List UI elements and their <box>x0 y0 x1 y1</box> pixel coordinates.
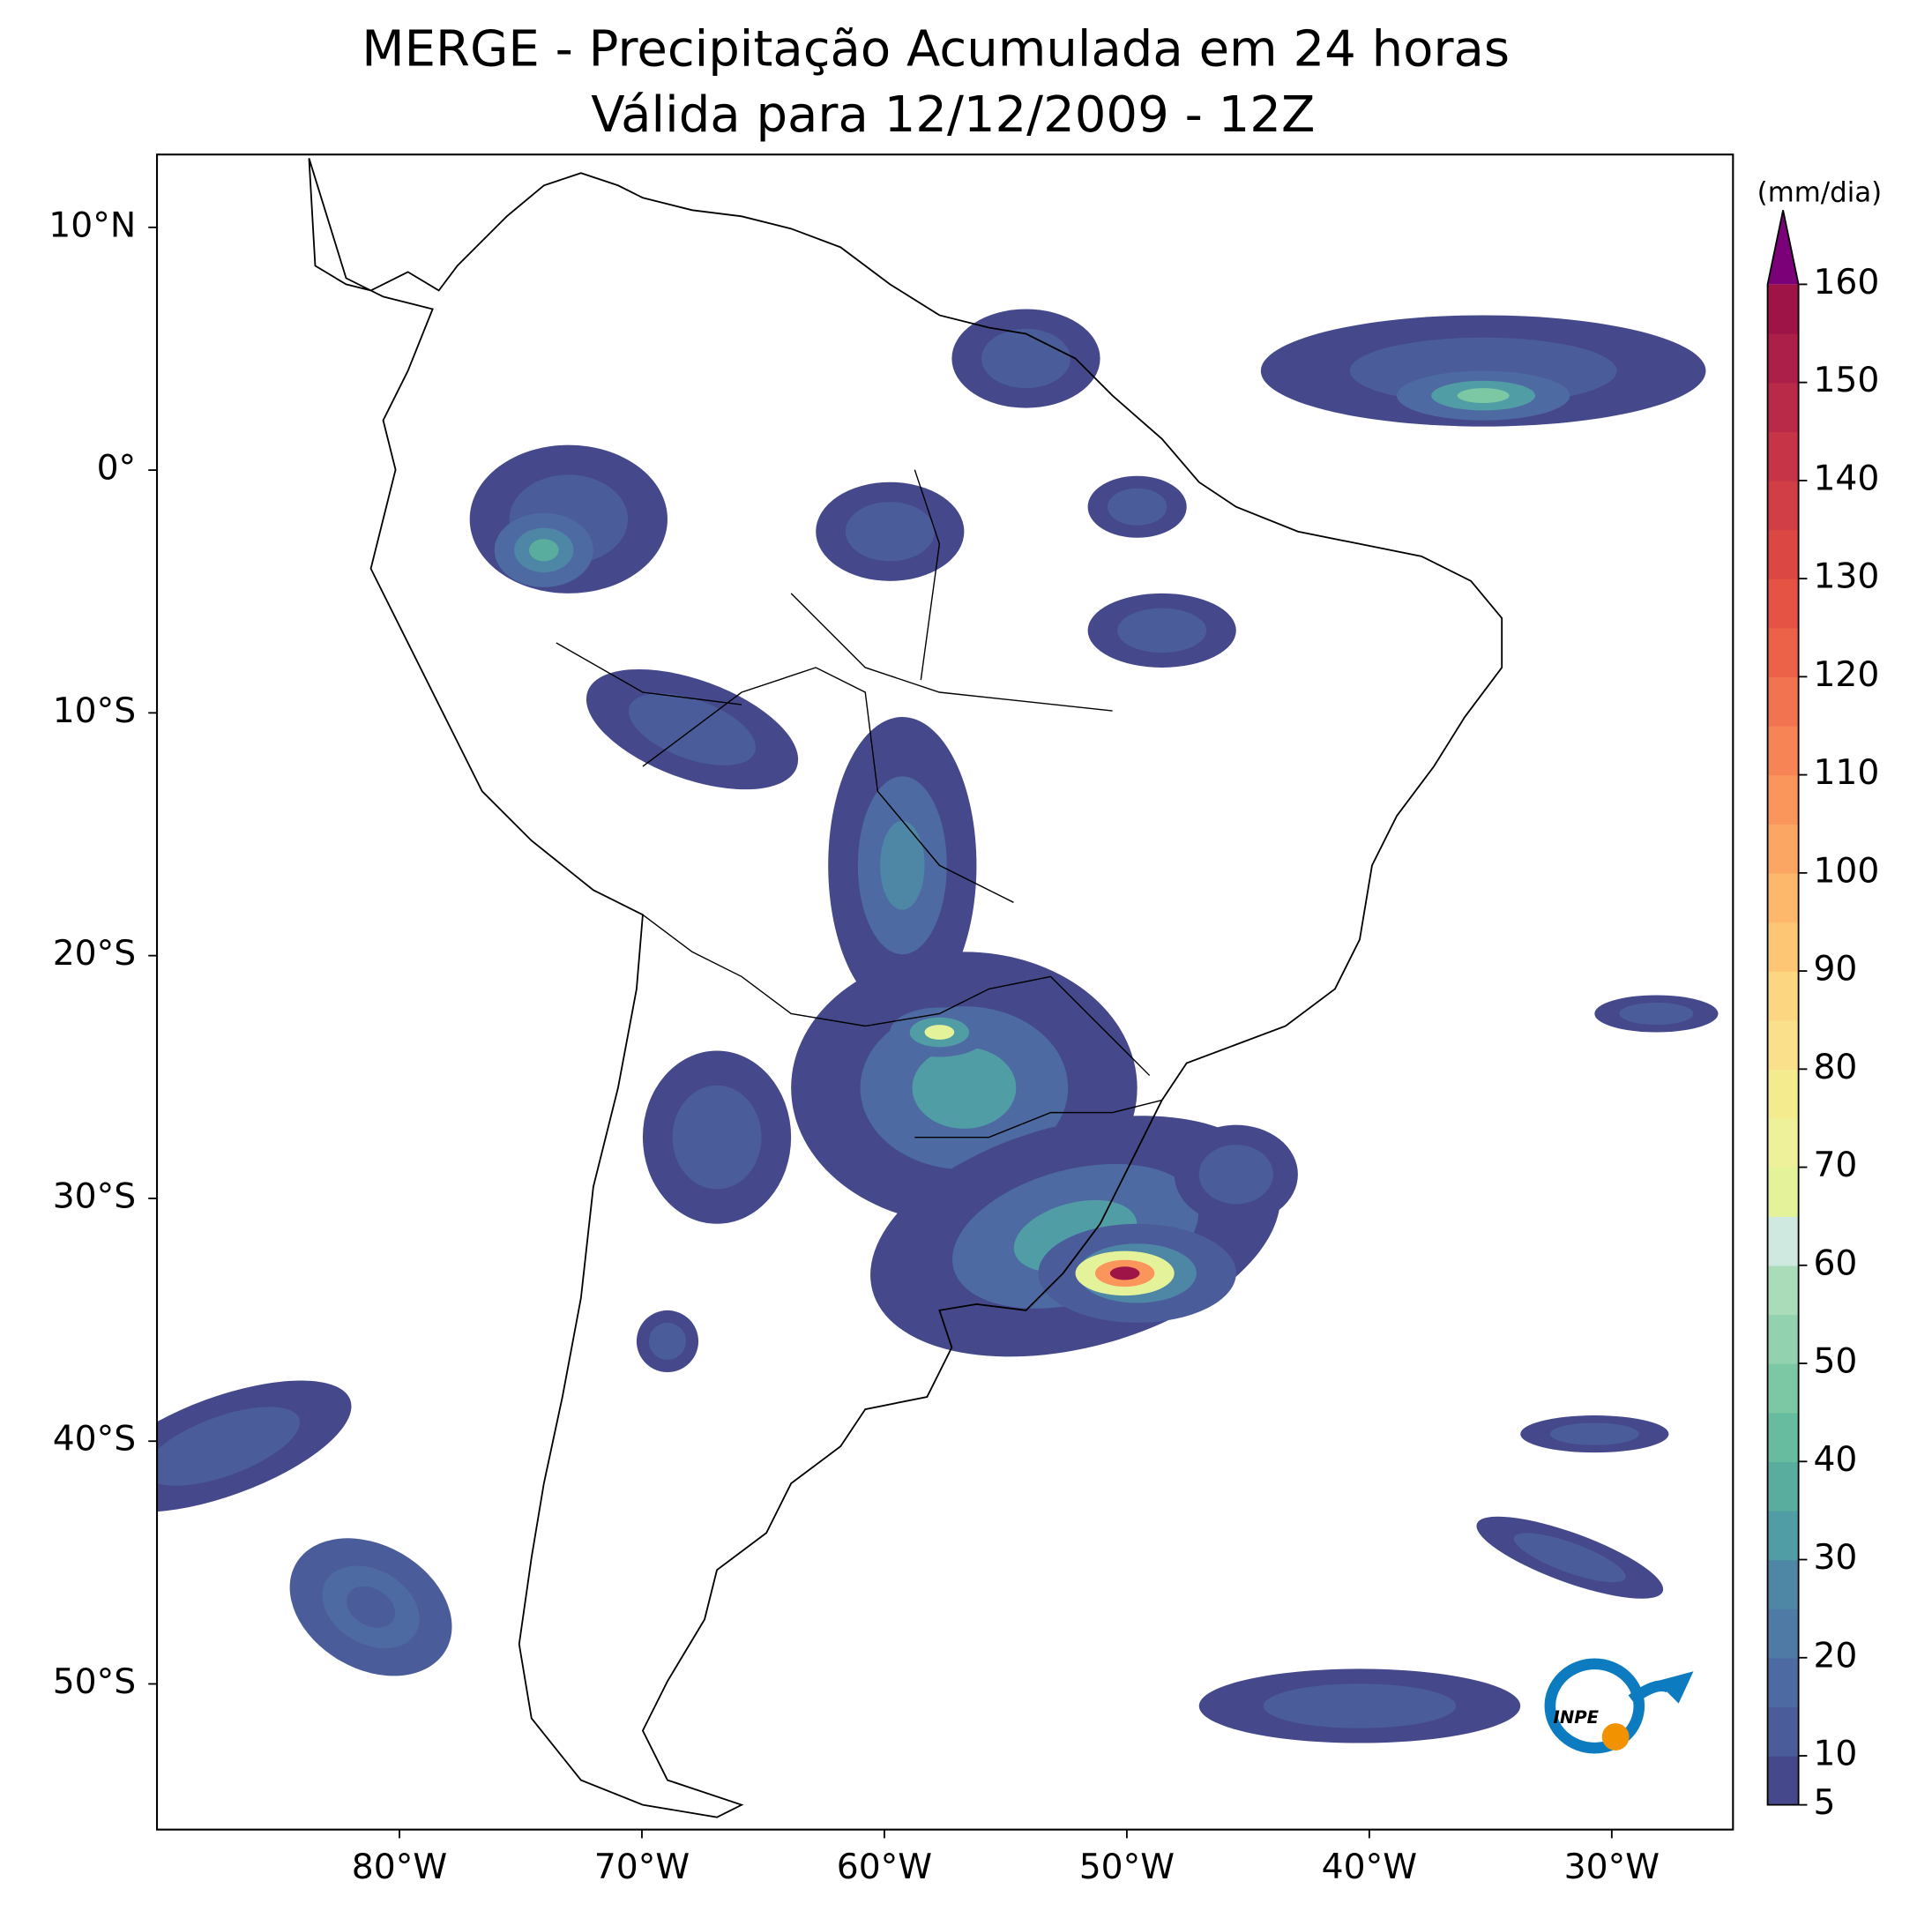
title-line: MERGE - Precipitação Acumulada em 24 hor… <box>362 21 1510 78</box>
lon-tick-label: 70°W <box>594 1848 690 1887</box>
colorbar-segment <box>1767 1019 1799 1071</box>
precip-area <box>528 539 559 562</box>
colorbar-tick-label: 40 <box>1813 1440 1857 1480</box>
colorbar-tick-label: 160 <box>1813 263 1879 302</box>
logo-arrow-head <box>1656 1671 1694 1704</box>
colorbar-segment <box>1767 627 1799 678</box>
lat-tick-label: 40°S <box>53 1420 136 1459</box>
colorbar-tick-label: 110 <box>1813 753 1879 793</box>
colorbar-segment <box>1767 1265 1799 1316</box>
colorbar-tick-label: 120 <box>1813 655 1879 695</box>
lat-tick-label: 50°S <box>53 1662 136 1702</box>
precip-area <box>1122 497 1152 517</box>
colorbar-label: (mm/dia) <box>1757 177 1883 209</box>
precip-area <box>924 1025 955 1040</box>
lon-tick-label: 40°W <box>1322 1848 1417 1887</box>
colorbar-segment <box>1767 1167 1799 1217</box>
colorbar-segment <box>1767 1510 1799 1561</box>
coastline <box>308 158 1503 1818</box>
precip-area <box>1003 343 1048 374</box>
lat-tick-label: 20°S <box>53 934 136 974</box>
precip-area <box>880 820 925 910</box>
colorbar-tick-label: 100 <box>1813 851 1879 891</box>
colorbar-segment <box>1767 431 1799 481</box>
lat-tick-label: 10°S <box>53 691 136 731</box>
colorbar-segment <box>1767 922 1799 972</box>
precip-area <box>1217 1159 1255 1190</box>
colorbar-tick-label: 10 <box>1813 1735 1857 1774</box>
precip-area <box>183 1426 262 1467</box>
precip-area <box>1139 619 1184 642</box>
colorbar-segment <box>1767 1657 1799 1708</box>
colorbar-tick-label: 30 <box>1813 1538 1857 1578</box>
colorbar-tick-label: 5 <box>1813 1783 1835 1823</box>
precip-area <box>912 1047 1017 1129</box>
colorbar-segment <box>1767 284 1799 334</box>
colorbar-segment <box>1767 1216 1799 1266</box>
logo-ring <box>1544 1658 1645 1754</box>
colorbar-tick-label: 70 <box>1813 1146 1857 1185</box>
colorbar-segment <box>1767 725 1799 776</box>
colorbar-segment <box>1767 1559 1799 1609</box>
precip-area <box>1572 1428 1617 1440</box>
precip-area <box>694 1111 740 1164</box>
colorbar-tick-label: 50 <box>1813 1342 1857 1382</box>
precip-area <box>868 516 913 547</box>
colorbar-segment <box>1767 1756 1799 1806</box>
colorbar-extend <box>1767 210 1799 285</box>
colorbar-tick-label: 90 <box>1813 950 1857 989</box>
logo-dot <box>1601 1723 1630 1751</box>
borders <box>556 469 1162 1138</box>
colorbar-segment <box>1767 1706 1799 1757</box>
precip-area <box>1457 388 1510 403</box>
colorbar-segment <box>1767 872 1799 923</box>
colorbar-segment <box>1767 480 1799 531</box>
figure-content: MERGE - Precipitação Acumulada em 24 hor… <box>48 21 1882 1888</box>
colorbar-tick-label: 150 <box>1813 361 1879 400</box>
colorbar-tick-label: 60 <box>1813 1243 1857 1283</box>
lon-tick-label: 80°W <box>352 1848 447 1887</box>
colorbar-tick-label: 140 <box>1813 459 1879 498</box>
lat-tick-label: 10°N <box>48 205 136 245</box>
colorbar-segment <box>1767 529 1799 579</box>
colorbar-segment <box>1767 824 1799 874</box>
logo: INPE <box>1526 1622 1712 1754</box>
colorbar-segment <box>1767 676 1799 727</box>
precip-area <box>1541 1545 1599 1571</box>
colorbar-segment <box>1767 1069 1799 1119</box>
lat-tick-label: 30°S <box>53 1176 136 1216</box>
lon-tick-label: 60°W <box>837 1848 932 1887</box>
precip-area <box>1311 1694 1408 1718</box>
colorbar-segment <box>1767 1117 1799 1168</box>
map-area <box>157 309 1719 1743</box>
colorbar-segment <box>1767 1609 1799 1659</box>
lon-tick-label: 50°W <box>1079 1848 1175 1887</box>
map-frame <box>155 153 1734 1831</box>
colorbar-tick-label: 130 <box>1813 557 1879 597</box>
lat-tick-label: 0° <box>97 449 137 489</box>
precip-area <box>1109 1266 1140 1280</box>
colorbar-segment <box>1767 333 1799 384</box>
colorbar-segment <box>1767 579 1799 629</box>
title-line: Válida para 12/12/2009 - 12Z <box>591 86 1315 144</box>
colorbar-tick-label: 20 <box>1813 1636 1857 1676</box>
colorbar-segment <box>1767 1363 1799 1414</box>
colorbar-segment <box>1767 1461 1799 1512</box>
precip-area <box>346 1586 396 1628</box>
precip-area <box>1637 1008 1675 1019</box>
precip-area <box>658 1332 677 1351</box>
colorbar-segment <box>1767 1314 1799 1364</box>
colorbar-tick-label: 80 <box>1813 1048 1857 1087</box>
colorbar-segment <box>1767 1412 1799 1462</box>
colorbar-segment <box>1767 774 1799 825</box>
lon-tick-label: 30°W <box>1564 1848 1660 1887</box>
colorbar-outline <box>1766 210 1800 1806</box>
colorbar-segment <box>1767 971 1799 1021</box>
logo-text: INPE <box>1554 1707 1600 1728</box>
colorbar-segment <box>1767 382 1799 432</box>
